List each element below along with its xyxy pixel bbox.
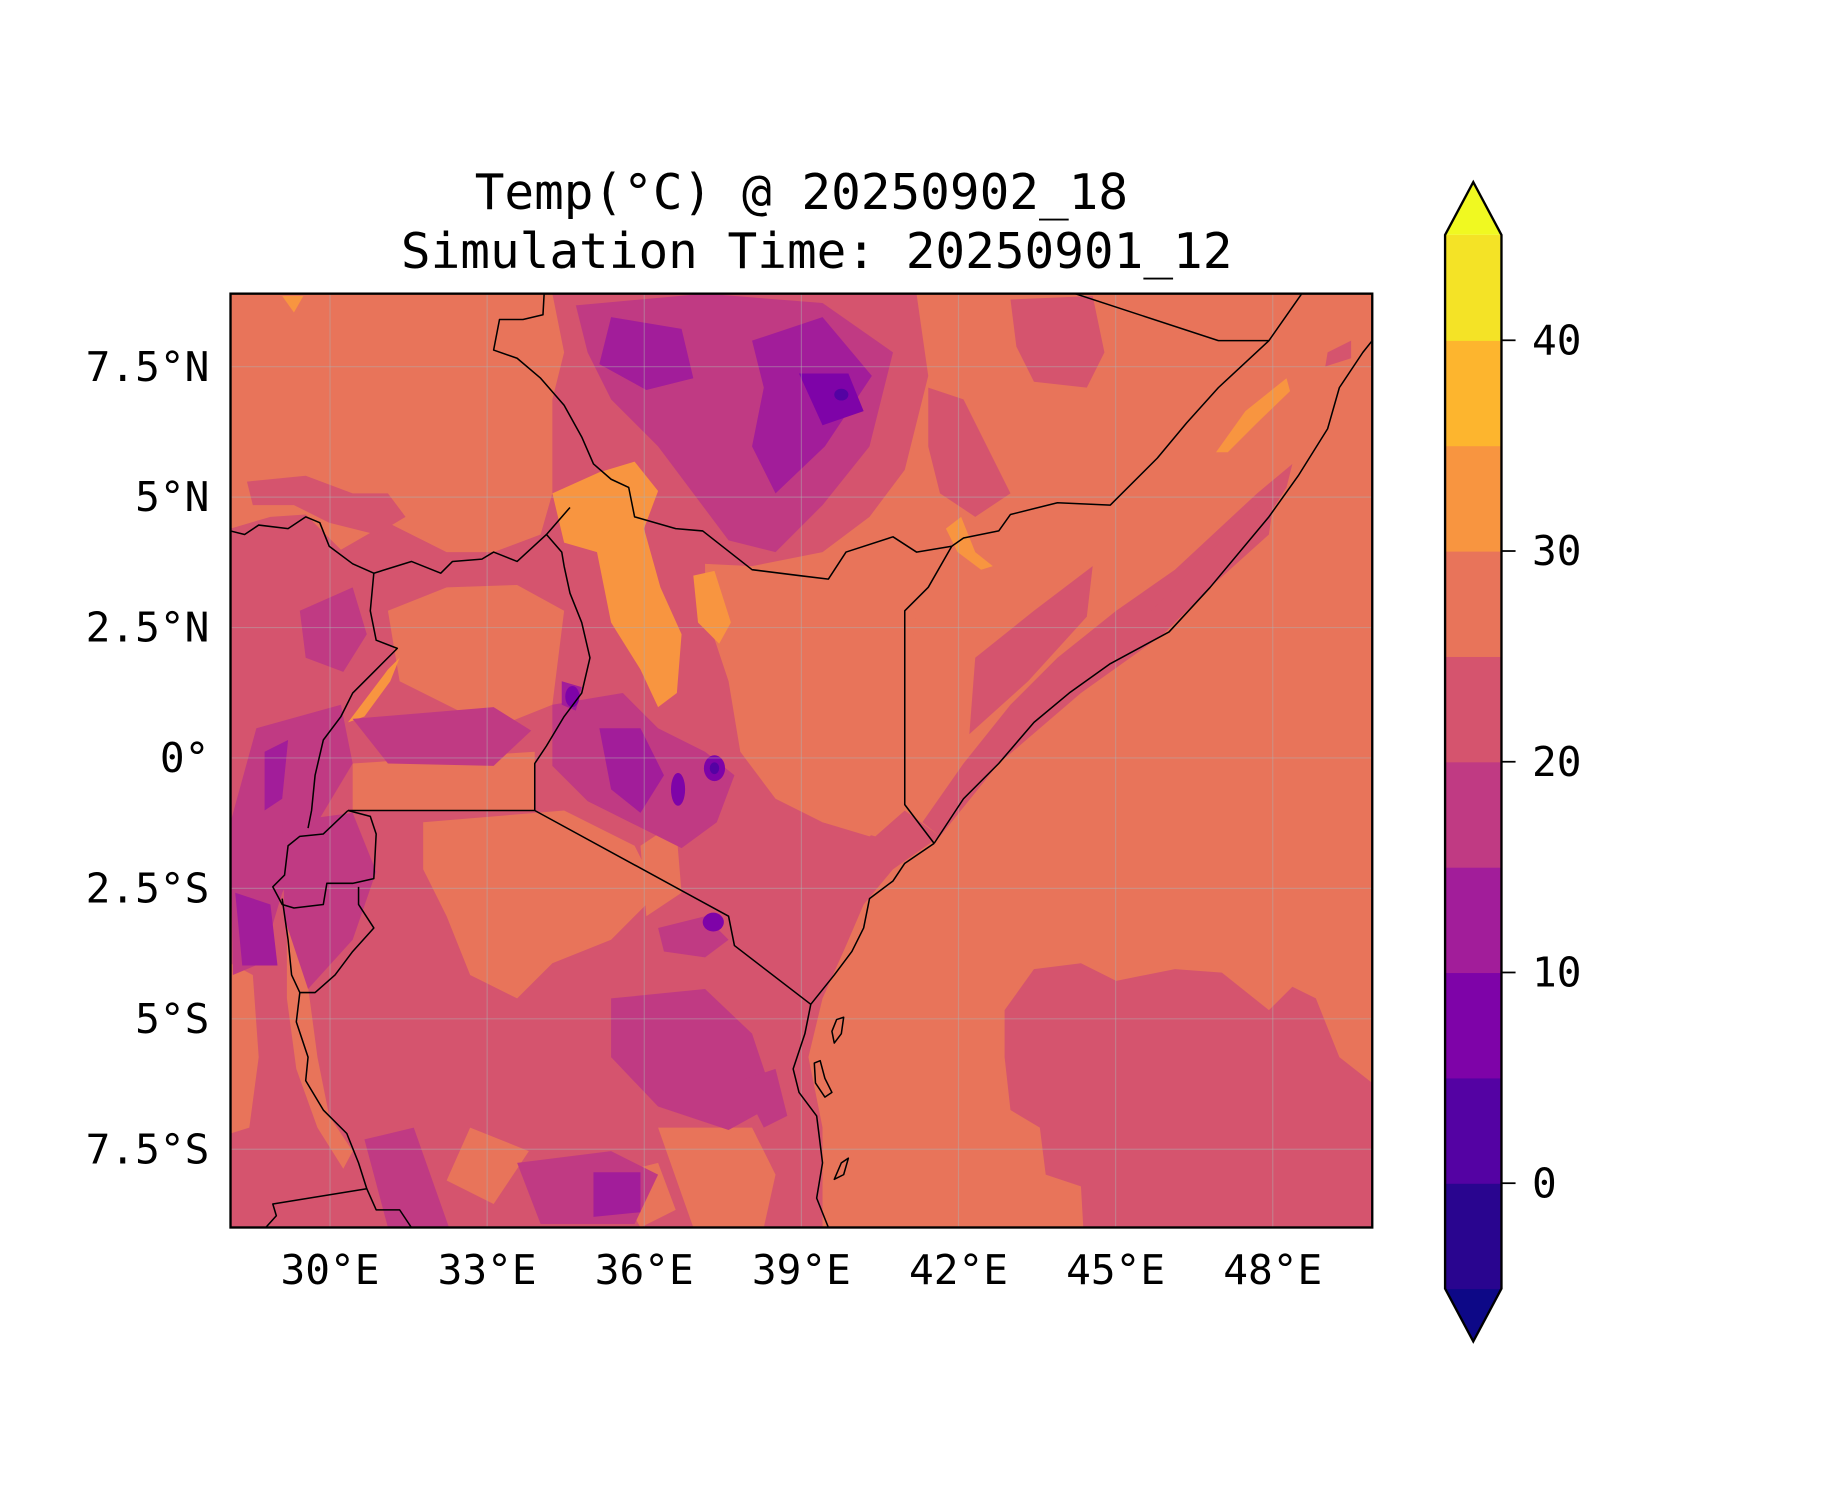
x-tick-label: 42°E (909, 1246, 1008, 1294)
border-south-sudan-uganda (373, 506, 571, 574)
border-kenya-somalia (903, 545, 953, 844)
borders-and-coastlines (230, 293, 1373, 1228)
coastline-somalia (933, 340, 1373, 844)
map-frame (229, 292, 1374, 1229)
colorbar-tick-label: 30 (1532, 527, 1582, 575)
y-axis: 7.5°N 5°N 2.5°N 0° 2.5°S 5°S 7.5°S (86, 343, 210, 1174)
colorbar-tick-label: 20 (1532, 738, 1582, 786)
colorbar-tick-label: 10 (1532, 949, 1582, 997)
colorbar-band (1445, 867, 1502, 974)
y-tick-label: 7.5°S (86, 1125, 210, 1173)
chart-title: Temp(°C) @ 20250902_18 (475, 163, 1128, 221)
island-zanzibar (813, 1059, 833, 1098)
y-tick-label: 5°S (135, 995, 209, 1043)
colorbar-band (1445, 340, 1502, 447)
y-tick-label: 2.5°N (86, 604, 210, 652)
x-axis: 30°E 33°E 36°E 39°E 42°E 45°E 48°E (281, 1246, 1323, 1294)
colorbar-band (1445, 972, 1502, 1079)
border-drc-uganda (307, 573, 399, 829)
colorbar-band (1445, 1183, 1502, 1290)
border-ethiopia-sudan-kenya-somalia (492, 293, 1303, 580)
y-tick-label: 5°N (135, 473, 209, 521)
colorbar-band (1445, 656, 1502, 763)
colorbar: 0 10 20 30 40 (1443, 179, 1582, 1344)
x-tick-label: 30°E (281, 1246, 380, 1294)
x-tick-label: 39°E (752, 1246, 851, 1294)
x-tick-label: 36°E (595, 1246, 694, 1294)
colorbar-band (1445, 1077, 1502, 1184)
y-tick-label: 0° (160, 734, 209, 782)
temperature-field (230, 293, 1373, 1228)
island-mafia (833, 1157, 850, 1181)
island-pemba (831, 1016, 845, 1044)
colorbar-band (1445, 445, 1502, 552)
border-rwanda-burundi (272, 809, 377, 994)
colorbar-extend-max (1445, 182, 1502, 235)
border-kenya-uganda (533, 533, 591, 811)
border-drc-tanzania (281, 898, 413, 1228)
x-tick-label: 33°E (438, 1246, 537, 1294)
chart-subtitle: Simulation Time: 20250901_12 (401, 222, 1233, 280)
field-band-25-30-patches (230, 293, 917, 1228)
border-drc-south-sudan (230, 516, 375, 574)
x-tick-label: 45°E (1066, 1246, 1165, 1294)
x-tick-label: 48°E (1223, 1246, 1322, 1294)
colorbar-outline (1443, 179, 1503, 1344)
colorbar-tick-label: 40 (1532, 316, 1582, 364)
border-ethiopia-somalia-north (1074, 293, 1269, 342)
field-band-30-35 (282, 296, 1291, 723)
colorbar-band (1445, 551, 1502, 657)
colorbar-band (1445, 234, 1502, 341)
colorbar-band (1445, 761, 1502, 868)
field-band-10-15 (235, 317, 872, 1217)
colorbar-extend-min (1445, 1288, 1502, 1342)
y-tick-label: 7.5°N (86, 343, 210, 391)
colorbar-tick-label: 0 (1532, 1159, 1557, 1207)
grid (230, 293, 1373, 1228)
border-kenya-tanzania (534, 809, 812, 1005)
y-tick-label: 2.5°S (86, 864, 210, 912)
border-zambia-tanzania (265, 1187, 367, 1228)
